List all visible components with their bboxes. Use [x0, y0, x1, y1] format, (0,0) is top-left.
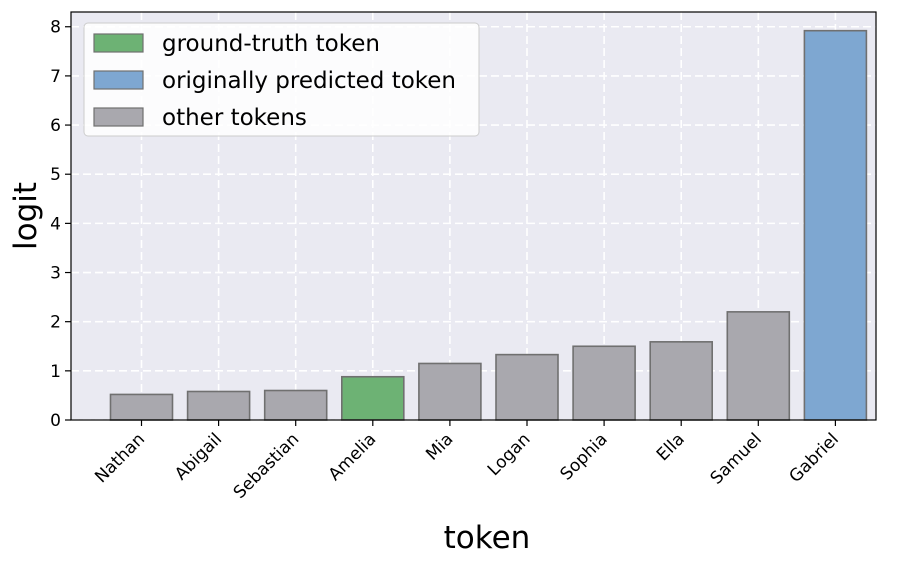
bar-sebastian	[263, 389, 328, 421]
bar-gabriel	[803, 29, 868, 421]
x-tick-label: Amelia	[325, 429, 381, 485]
legend: ground-truth token originally predicted t…	[83, 22, 480, 137]
x-tick-label: Abigail	[171, 429, 226, 484]
x-tick-label: Logan	[484, 429, 535, 480]
x-tick-label: Nathan	[91, 429, 149, 487]
legend-swatch	[93, 107, 144, 127]
y-axis-title: logit	[8, 182, 44, 250]
y-tick-label: 1	[50, 362, 61, 382]
y-tick-label: 8	[50, 18, 61, 38]
x-tick-label: Sophia	[557, 429, 612, 484]
legend-swatch	[93, 70, 144, 90]
x-axis: Nathan Abigail Sebastian Amelia Mia Logan Soph…	[91, 420, 843, 503]
legend-label: originally predicted token	[162, 68, 456, 94]
x-tick-label: Mia	[422, 429, 457, 464]
bar-sophia	[572, 345, 636, 421]
x-axis-title: token	[444, 520, 531, 556]
bar-abigail	[186, 390, 251, 421]
plot-frame	[70, 11, 877, 421]
legend-box	[83, 22, 480, 137]
y-tick-label: 6	[50, 116, 61, 136]
x-tick-label: Ella	[653, 429, 689, 465]
y-tick-label: 0	[50, 411, 61, 431]
x-tick-label: Sebastian	[230, 429, 303, 502]
bar-samuel	[726, 311, 791, 421]
x-tick-label: Samuel	[707, 429, 766, 488]
legend-label: ground-truth token	[162, 31, 380, 57]
y-tick-label: 2	[50, 313, 61, 333]
bar-mia	[418, 362, 482, 421]
y-tick-label: 5	[50, 165, 61, 185]
bar-logan	[495, 353, 559, 421]
x-tick-label: Gabriel	[785, 429, 842, 486]
bar-amelia	[340, 375, 405, 421]
y-tick-label: 7	[50, 67, 61, 87]
legend-swatch	[93, 33, 144, 53]
bars	[109, 29, 868, 421]
bar-ella	[649, 341, 714, 421]
y-axis: 0 1 2 3 4 5 6 7 8	[50, 18, 71, 431]
bar-nathan	[109, 393, 174, 421]
y-tick-label: 4	[50, 214, 61, 234]
legend-label: other tokens	[162, 105, 307, 131]
y-tick-label: 3	[50, 264, 61, 284]
